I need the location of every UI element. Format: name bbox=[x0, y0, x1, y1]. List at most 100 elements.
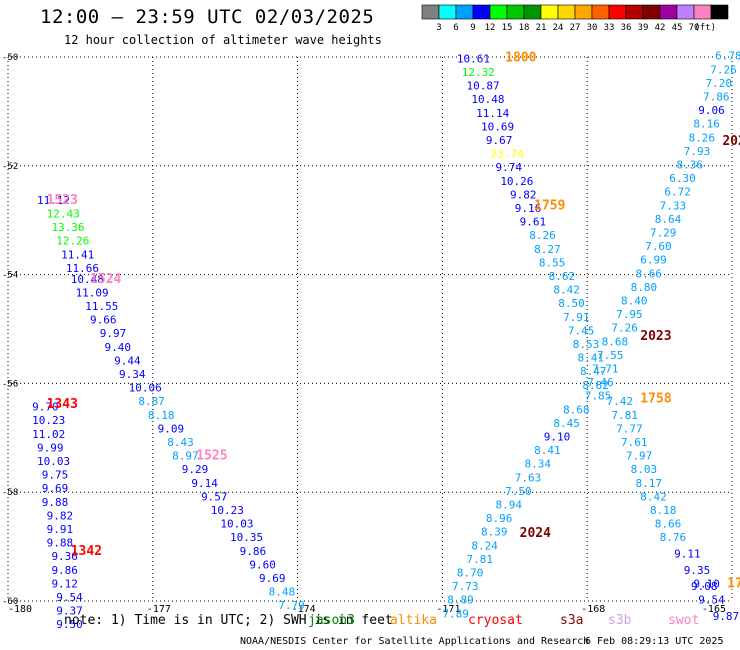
data-point-s3a: 8.64 bbox=[655, 213, 682, 226]
colorbar-swatch bbox=[591, 4, 610, 20]
colorbar-swatch bbox=[676, 4, 695, 20]
data-point-swot: 9.86 bbox=[240, 545, 267, 558]
data-point-swot: 9.44 bbox=[114, 354, 141, 367]
colorbar-tick: 33 bbox=[604, 23, 615, 33]
colorbar-swatch bbox=[489, 4, 508, 20]
data-point-cryosat: 9.91 bbox=[47, 523, 74, 536]
data-point-s3a: 6.72 bbox=[664, 186, 691, 199]
time-label: 1525 bbox=[196, 449, 227, 464]
data-point-swot: 11.12 bbox=[37, 194, 70, 207]
data-point-s3a: 7.60 bbox=[645, 240, 672, 253]
time-label: 1343 bbox=[47, 397, 78, 412]
data-point-s3a: 8.36 bbox=[676, 159, 703, 172]
x-tick-label: -174 bbox=[292, 604, 316, 615]
footer-credit: NOAA/NESDIS Center for Satellite Applica… bbox=[240, 636, 590, 647]
colorbar-swatch bbox=[574, 4, 593, 20]
data-point-altika: 8.17 bbox=[635, 477, 662, 490]
data-point-cryosat: 9.82 bbox=[47, 509, 74, 522]
colorbar-tick: 18 bbox=[519, 23, 530, 33]
colorbar-tick: 39 bbox=[638, 23, 649, 33]
data-point-altika: 8.76 bbox=[660, 531, 687, 544]
x-tick-label: -171 bbox=[436, 604, 460, 615]
y-tick-label: -60 bbox=[2, 597, 18, 607]
colorbar-swatch bbox=[472, 4, 491, 20]
colorbar-tick: 6 bbox=[453, 23, 458, 33]
colorbar-unit: (ft) bbox=[694, 23, 716, 33]
data-point-altika: 10.69 bbox=[481, 120, 514, 133]
colorbar-swatch bbox=[455, 4, 474, 20]
y-tick-label: -52 bbox=[2, 162, 18, 172]
data-point-s3a: 7.55 bbox=[597, 349, 624, 362]
data-point-altika: 9.11 bbox=[674, 547, 701, 560]
data-point-altika: 8.50 bbox=[558, 297, 585, 310]
data-point-swot: 12.43 bbox=[47, 207, 80, 220]
data-point-cryosat: 9.75 bbox=[42, 469, 69, 482]
data-point-s3a: 6.30 bbox=[669, 172, 696, 185]
data-point-altika: 10.87 bbox=[467, 80, 500, 93]
time-label: 1342 bbox=[71, 544, 102, 559]
data-point-s3a: 8.68 bbox=[563, 403, 590, 416]
data-point-altika: 8.26 bbox=[529, 229, 556, 242]
data-point-s3a: 7.20 bbox=[705, 77, 732, 90]
colorbar-tick: 70 bbox=[689, 23, 700, 33]
data-point-swot: 7.79 bbox=[278, 599, 305, 612]
data-point-cryosat: 9.36 bbox=[51, 550, 78, 563]
colorbar-tick: 9 bbox=[470, 23, 475, 33]
data-point-altika: 7.91 bbox=[563, 311, 590, 324]
data-point-s3a: 9.10 bbox=[544, 431, 571, 444]
data-point-altika: 8.82 bbox=[582, 379, 609, 392]
data-point-s3a: 7.81 bbox=[467, 553, 494, 566]
data-point-s3a: 6.99 bbox=[640, 254, 667, 267]
data-point-cryosat: 9.54 bbox=[56, 591, 83, 604]
data-point-s3a: 8.45 bbox=[553, 417, 580, 430]
data-point-altika: 9.74 bbox=[495, 161, 522, 174]
colorbar-tick: 27 bbox=[570, 23, 581, 33]
data-point-altika: 11.14 bbox=[476, 107, 509, 120]
data-point-altika: 9.82 bbox=[510, 188, 537, 201]
data-point-swot: 8.97 bbox=[172, 450, 199, 463]
note-text: note: 1) Time is in UTC; 2) SWH is in fe… bbox=[64, 613, 393, 628]
time-label: 2022 bbox=[722, 134, 740, 149]
data-point-altika: 12.32 bbox=[462, 66, 495, 79]
data-point-swot: 11.55 bbox=[85, 300, 118, 313]
data-point-altika: 8.27 bbox=[534, 243, 561, 256]
data-point-altika: 8.42 bbox=[553, 284, 580, 297]
data-point-s3a: 7.85 bbox=[585, 390, 612, 403]
data-point-s3a: 7.29 bbox=[650, 227, 677, 240]
data-point-s3a: 7.46 bbox=[587, 376, 614, 389]
data-point-s3a: 7.89 bbox=[442, 607, 469, 620]
data-point-s3a: 9.06 bbox=[698, 104, 725, 117]
data-point-s3a: 8.40 bbox=[621, 295, 648, 308]
data-point-altika: 9.54 bbox=[698, 594, 725, 607]
chart-subtitle: 12 hour collection of altimeter wave hei… bbox=[64, 33, 382, 47]
data-point-swot: 9.60 bbox=[249, 558, 275, 571]
data-point-s3a: 7.63 bbox=[515, 471, 542, 484]
satellite-legend-s3a: s3a bbox=[560, 613, 584, 628]
data-point-cryosat: 11.02 bbox=[32, 428, 65, 441]
data-point-swot: 11.66 bbox=[66, 262, 99, 275]
colorbar-swatch bbox=[438, 4, 457, 20]
data-point-cryosat: 10.23 bbox=[32, 414, 65, 427]
colorbar-swatch bbox=[421, 4, 440, 20]
satellite-legend-swot: swot bbox=[668, 613, 700, 628]
y-tick-label: -54 bbox=[2, 271, 18, 281]
data-point-swot: 8.48 bbox=[269, 586, 296, 599]
x-tick-label: -177 bbox=[147, 604, 171, 615]
data-point-s3a: 7.50 bbox=[505, 485, 532, 498]
data-point-s3a: 7.73 bbox=[452, 580, 479, 593]
data-point-swot: 9.57 bbox=[201, 490, 228, 503]
data-point-s3a: 8.26 bbox=[689, 131, 716, 144]
data-point-s3a: 7.33 bbox=[660, 199, 687, 212]
data-point-swot: 9.34 bbox=[119, 368, 146, 381]
data-point-swot: 10.48 bbox=[71, 273, 104, 286]
data-point-altika: 9.16 bbox=[515, 202, 542, 215]
colorbar-tick: 45 bbox=[672, 23, 683, 33]
data-point-s3a: 7.95 bbox=[616, 308, 643, 321]
data-point-altika: 8.41 bbox=[578, 352, 605, 365]
data-point-altika: 9.67 bbox=[486, 134, 512, 147]
data-point-altika: 23.74 bbox=[491, 148, 524, 161]
data-point-s3a: 6.78 bbox=[715, 50, 740, 63]
data-point-s3a: 8.41 bbox=[534, 444, 561, 457]
data-point-swot: 9.14 bbox=[191, 477, 218, 490]
